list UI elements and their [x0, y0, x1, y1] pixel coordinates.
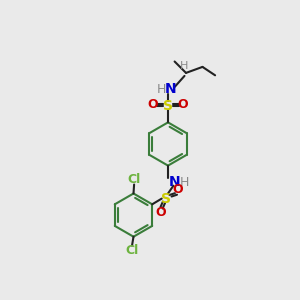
Text: H: H	[157, 83, 166, 96]
Text: O: O	[155, 206, 166, 219]
Text: N: N	[169, 175, 180, 189]
Text: O: O	[178, 98, 188, 111]
Text: Cl: Cl	[125, 244, 139, 257]
Text: H: H	[179, 61, 188, 71]
Text: N: N	[165, 82, 177, 96]
Text: H: H	[180, 176, 190, 189]
Text: O: O	[172, 183, 183, 196]
Text: S: S	[163, 99, 173, 113]
Text: S: S	[161, 192, 172, 206]
Text: O: O	[148, 98, 158, 111]
Text: Cl: Cl	[128, 173, 141, 187]
